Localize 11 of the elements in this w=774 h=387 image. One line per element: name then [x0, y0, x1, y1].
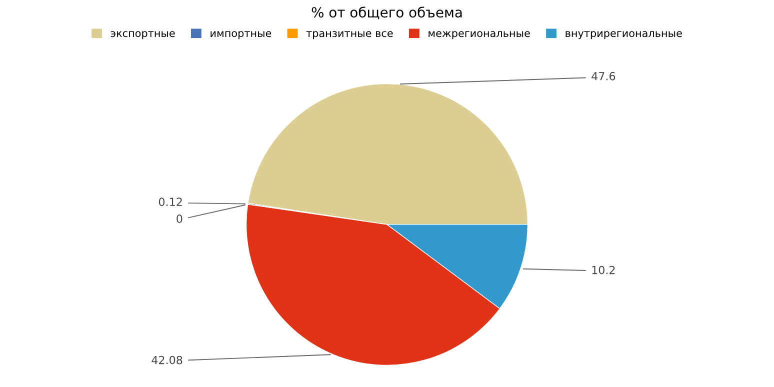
- data-label: 0.12: [158, 198, 182, 206]
- legend-label: импортные: [210, 31, 272, 40]
- data-label: 47.6: [592, 72, 616, 80]
- legend-label: экспортные: [110, 31, 175, 40]
- legend-label: внутрирегиональные: [566, 31, 682, 40]
- legend-label: транзитные все: [306, 31, 393, 40]
- legend-label: межрегиональные: [428, 31, 530, 40]
- text: 0: [176, 214, 182, 223]
- data-label: 10.2: [592, 266, 615, 274]
- chart-title: % от общего объема: [312, 6, 462, 20]
- data-label: 42.08: [152, 356, 182, 364]
